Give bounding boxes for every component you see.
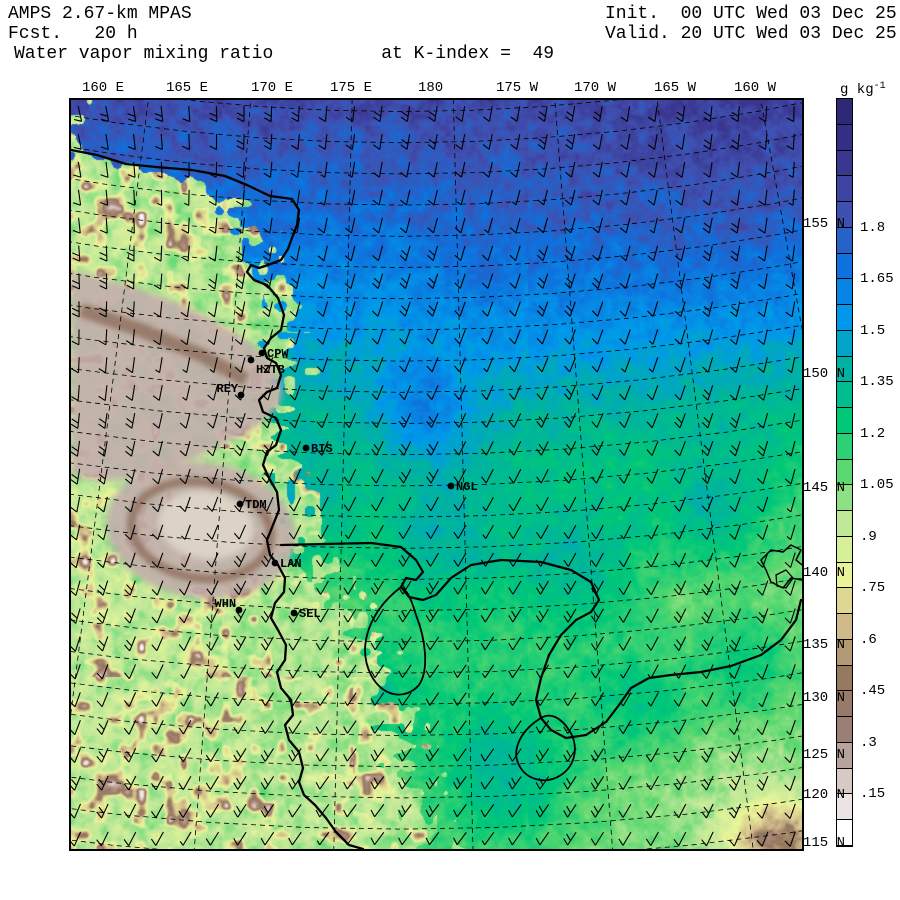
svg-text:REY: REY [217, 382, 239, 396]
svg-text:HZTB: HZTB [256, 363, 285, 377]
svg-text:LAN: LAN [280, 557, 302, 571]
svg-text:SEL: SEL [299, 607, 321, 621]
svg-text:TDM: TDM [245, 498, 267, 512]
svg-text:CPW: CPW [267, 347, 289, 361]
svg-text:NGL: NGL [456, 480, 478, 494]
svg-text:WHN: WHN [215, 597, 237, 611]
svg-text:BIS: BIS [311, 442, 333, 456]
